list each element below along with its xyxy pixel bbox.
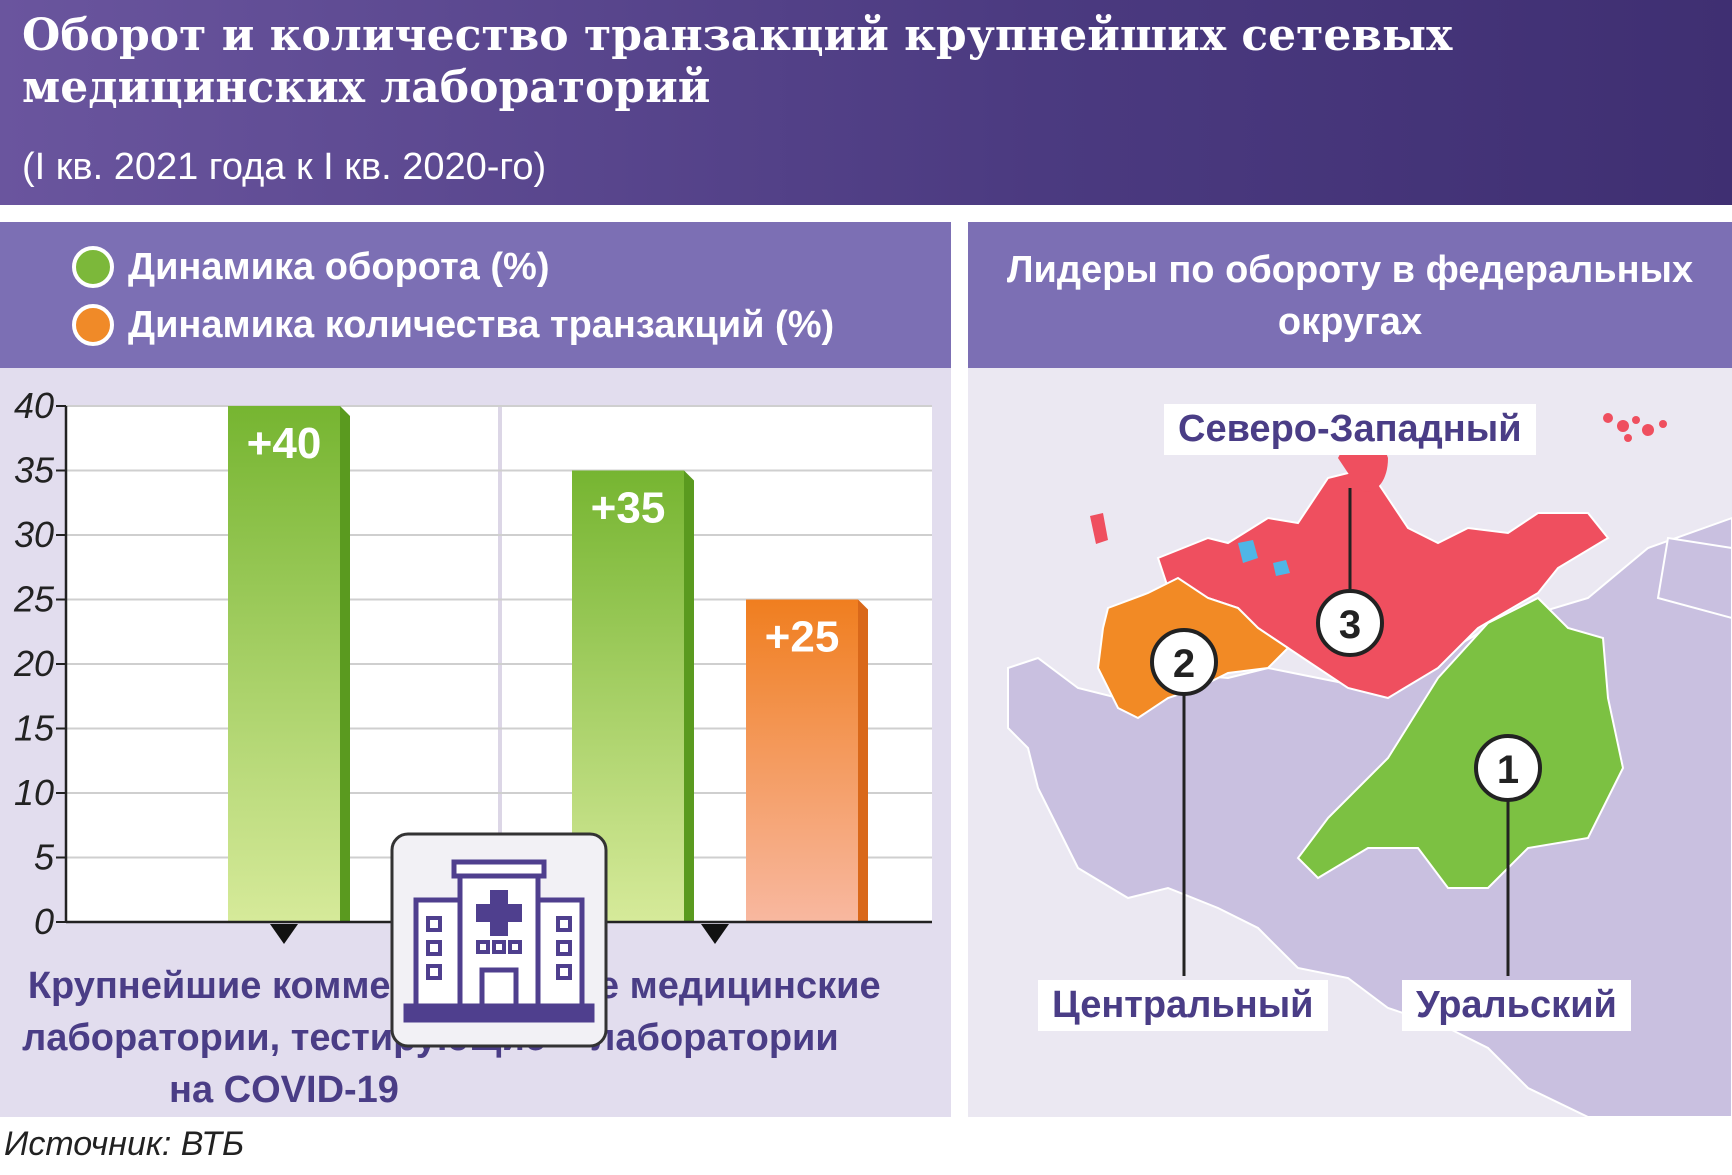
franz-josef-land xyxy=(1603,413,1667,442)
source-note: Источник: ВТБ xyxy=(4,1125,245,1163)
svg-text:3: 3 xyxy=(1339,603,1361,647)
rank-badge-northwest: 3 xyxy=(1316,589,1384,657)
bar-side xyxy=(684,470,694,922)
far-east-region xyxy=(1656,536,1732,620)
svg-text:1: 1 xyxy=(1497,748,1519,792)
bar-transactions xyxy=(746,599,858,922)
map-title: Лидеры по обороту в федеральных округах xyxy=(1006,249,1694,343)
legend-item-turnover: Динамика оборота (%) xyxy=(72,242,549,292)
bar-value-label: +25 xyxy=(765,613,840,662)
rank-badge-ural: 1 xyxy=(1474,734,1542,802)
category-marker xyxy=(701,924,729,944)
orange-dot-icon xyxy=(72,304,114,346)
y-tick-label: 0 xyxy=(34,901,54,942)
legend-label-turnover: Динамика оборота (%) xyxy=(128,245,550,288)
kaliningrad xyxy=(1090,513,1108,544)
bar-side xyxy=(858,599,868,922)
page-title: Оборот и количество транзакций крупнейши… xyxy=(22,10,1453,113)
category-marker xyxy=(270,924,298,944)
lake-onega xyxy=(1273,560,1290,576)
lake-ladoga xyxy=(1238,540,1258,563)
region-ural xyxy=(1296,596,1625,889)
y-tick-label: 20 xyxy=(13,643,54,684)
legend-item-transactions: Динамика количества транзакций (%) xyxy=(72,300,834,350)
y-tick-label: 5 xyxy=(34,837,55,878)
bar-side xyxy=(340,406,350,922)
bar-value-label: +35 xyxy=(591,484,666,533)
y-tick-label: 30 xyxy=(14,514,54,555)
chart-panel: Динамика оборота (%) Динамика количества… xyxy=(0,222,951,1117)
green-dot-icon xyxy=(72,246,114,288)
y-tick-label: 35 xyxy=(14,450,55,491)
russia-map: 3 2 1 xyxy=(1007,413,1732,1117)
map-label-northwest: Северо-Западный xyxy=(1164,404,1536,455)
page-subtitle: (I кв. 2021 года к I кв. 2020-го) xyxy=(22,146,547,188)
y-tick-label: 40 xyxy=(14,385,54,426)
category-label: Крупнейшие коммерческие лаборатории, тест… xyxy=(22,965,546,1111)
legend-bar: Динамика оборота (%) Динамика количества… xyxy=(0,222,951,368)
svg-text:2: 2 xyxy=(1173,642,1195,686)
legend-label-transactions: Динамика количества транзакций (%) xyxy=(128,303,835,346)
hospital-icon xyxy=(390,832,608,1048)
map-label-central: Центральный xyxy=(1038,980,1328,1031)
map-title-bar: Лидеры по обороту в федеральных округах xyxy=(968,222,1732,368)
map-panel: Лидеры по обороту в федеральных округах … xyxy=(968,222,1732,1117)
header: Оборот и количество транзакций крупнейши… xyxy=(0,0,1732,205)
bar-value-label: +40 xyxy=(247,419,322,468)
bar-chart: +40 +35 +25 0 5 10 15 20 25 30 35 40 Крупнейшие ко… xyxy=(13,385,932,1111)
map-label-ural: Уральский xyxy=(1402,980,1631,1031)
y-tick-label: 25 xyxy=(13,579,55,620)
y-tick-label: 15 xyxy=(14,708,55,749)
rank-badge-central: 2 xyxy=(1150,628,1218,696)
bar-turnover xyxy=(228,406,340,922)
y-tick-label: 10 xyxy=(14,772,54,813)
